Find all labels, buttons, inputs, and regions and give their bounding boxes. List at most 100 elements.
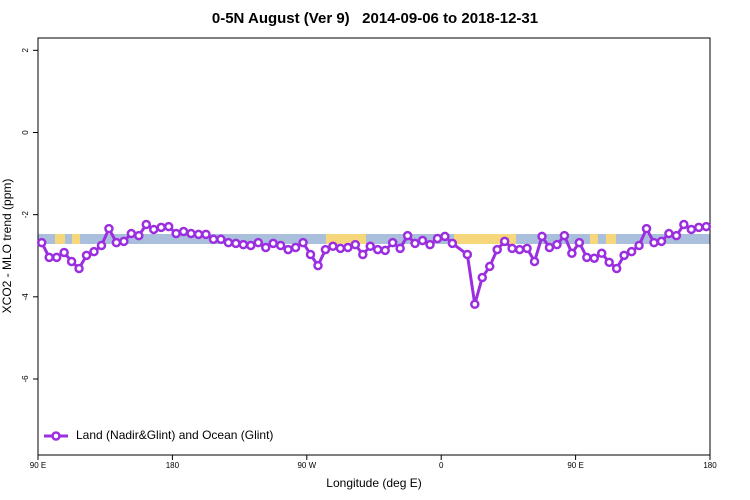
data-point [186, 228, 196, 239]
x-tick-label: 90 E [567, 461, 583, 470]
y-tick-label: 2 [21, 48, 30, 53]
data-point [694, 222, 704, 233]
data-point [507, 243, 517, 254]
data-point [656, 236, 667, 247]
data-point [395, 243, 405, 254]
data-point [664, 228, 674, 239]
data-point [111, 237, 122, 248]
data-point [626, 246, 637, 257]
legend-marker [51, 431, 61, 441]
data-point [365, 241, 376, 252]
y-tick-label: -4 [21, 293, 30, 301]
data-point [59, 247, 69, 258]
data-point [462, 249, 473, 260]
data-point [611, 263, 622, 274]
data-point [440, 231, 450, 242]
data-point [522, 243, 532, 254]
data-point [148, 224, 159, 235]
data-point [499, 236, 510, 247]
data-point [641, 223, 652, 234]
data-point [358, 249, 368, 260]
data-point [477, 272, 488, 283]
data-point [634, 240, 644, 251]
chart-title: 0-5N August (Ver 9) 2014-09-06 to 2018-1… [212, 10, 538, 27]
legend-label: Land (Nadir&Glint) and Ocean (Glint) [76, 428, 273, 442]
data-point [104, 223, 114, 234]
data-point [596, 248, 607, 259]
data-point [649, 237, 659, 248]
data-point [410, 238, 420, 249]
data-point [290, 242, 301, 253]
y-tick-label: -2 [21, 211, 30, 219]
data-point [425, 239, 435, 250]
data-point [238, 239, 249, 250]
x-tick-label: 90 E [30, 461, 46, 470]
data-point [372, 244, 383, 255]
data-point [328, 241, 338, 252]
data-point [119, 236, 129, 247]
data-point [156, 222, 166, 233]
data-point [604, 257, 614, 268]
data-point [36, 237, 47, 248]
data-point [402, 230, 413, 241]
data-point [201, 229, 211, 240]
x-tick-label: 90 W [297, 461, 316, 470]
data-point [268, 238, 278, 249]
data-point [679, 219, 689, 230]
data-point [335, 243, 346, 254]
data-point [253, 237, 264, 248]
data-point [313, 260, 323, 271]
data-point [567, 248, 577, 259]
data-point [275, 240, 286, 251]
data-point [163, 221, 174, 232]
data-point [582, 252, 592, 263]
data-point [141, 219, 152, 230]
x-axis-label: Longitude (deg E) [326, 476, 421, 490]
data-point [66, 256, 77, 267]
data-point [231, 238, 241, 249]
data-point [246, 240, 256, 251]
data-point [514, 244, 525, 255]
data-point [686, 224, 697, 235]
data-point [283, 244, 293, 255]
data-point [447, 238, 458, 249]
data-point [529, 256, 540, 267]
data-point [171, 228, 181, 239]
surface-band [38, 234, 710, 244]
data-point [305, 249, 316, 260]
x-tick-label: 180 [703, 461, 717, 470]
data-point [51, 252, 62, 263]
data-point [74, 263, 84, 274]
data-point [298, 237, 308, 248]
data-point [537, 231, 547, 242]
data-point [492, 244, 502, 255]
data-point [178, 226, 189, 237]
data-point [126, 228, 137, 239]
data-point [559, 230, 570, 241]
data-point [350, 239, 361, 250]
plot-frame [37, 37, 711, 456]
data-point [134, 230, 144, 241]
y-axis-label: XCO2 - MLO trend (ppm) [0, 179, 14, 314]
data-point [387, 237, 398, 248]
data-point [260, 242, 271, 253]
data-point [589, 253, 600, 263]
data-point [432, 233, 443, 244]
x-tick-label: 180 [166, 461, 180, 470]
data-point [81, 250, 92, 261]
data-point [216, 234, 226, 245]
data-point [671, 230, 682, 241]
data-point [484, 261, 495, 272]
data-point [96, 240, 107, 251]
data-point [619, 250, 629, 261]
data-point [552, 239, 562, 250]
y-tick-label: -6 [21, 375, 30, 383]
data-point [380, 245, 390, 256]
data-point [701, 221, 712, 232]
data-point [44, 252, 54, 263]
data-point [223, 237, 234, 248]
data-point [574, 237, 585, 248]
data-point [320, 244, 331, 255]
data-point [193, 229, 204, 240]
